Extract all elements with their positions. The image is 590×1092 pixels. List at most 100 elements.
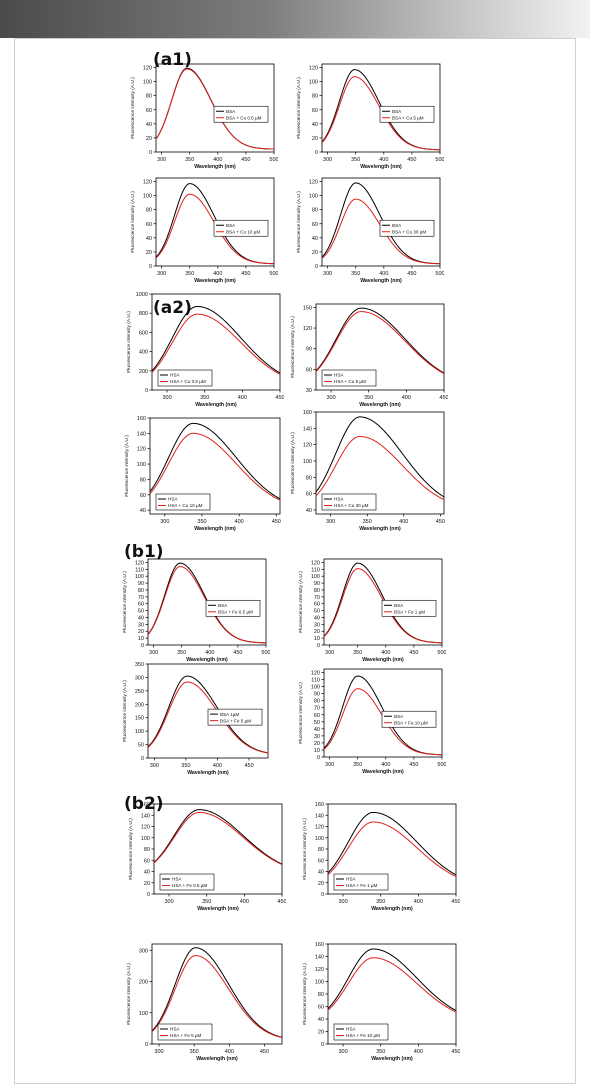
y-tick-label: 60 bbox=[314, 602, 320, 608]
y-tick-label: 150 bbox=[303, 305, 312, 311]
x-tick-label: 300 bbox=[325, 650, 334, 656]
y-tick-label: 50 bbox=[314, 720, 320, 726]
chart-b2-hsa-fe-10: 300 350 400 450 0 20 40 60 80 100 120 140 160 Wavelen… bbox=[302, 942, 460, 1062]
y-tick-label: 110 bbox=[311, 567, 320, 573]
x-tick-label: 500 bbox=[261, 650, 270, 656]
y-tick-label: 140 bbox=[137, 431, 146, 437]
legend-entry: BSA + Cu 30 µM bbox=[392, 229, 426, 234]
x-axis-label: Wavelength (nm) bbox=[194, 278, 236, 284]
y-tick-label: 70 bbox=[314, 595, 320, 601]
y-tick-label: 20 bbox=[314, 629, 320, 635]
x-tick-label: 350 bbox=[363, 519, 372, 525]
y-tick-label: 40 bbox=[138, 615, 144, 621]
y-tick-label: 120 bbox=[143, 66, 152, 72]
x-tick-label: 400 bbox=[238, 395, 247, 401]
legend-entry: HSA + Cu 0.5 µM bbox=[170, 379, 206, 384]
x-tick-label: 350 bbox=[185, 271, 194, 277]
y-tick-label: 100 bbox=[311, 574, 320, 580]
y-tick-label: 600 bbox=[139, 330, 148, 336]
x-tick-label: 400 bbox=[414, 1049, 423, 1055]
y-tick-label: 60 bbox=[306, 492, 312, 498]
x-axis-label: Wavelength (nm) bbox=[187, 770, 229, 776]
x-tick-label: 400 bbox=[402, 395, 411, 401]
y-tick-label: 30 bbox=[314, 734, 320, 740]
x-tick-label: 400 bbox=[399, 519, 408, 525]
legend-entry: BSA + Cu 0.5 µM bbox=[226, 115, 262, 120]
legend-entry: HSA + Cu 10 µM bbox=[168, 503, 203, 508]
x-axis-label: Wavelength (nm) bbox=[360, 278, 402, 284]
y-tick-label: 80 bbox=[140, 477, 146, 483]
chart-a1-bsa-cu-0-5: 300 350 400 450 500 0 20 40 60 80 100 120 Wavelength… bbox=[130, 63, 278, 170]
y-axis-label: Fluorescence intensity (A.U.) bbox=[298, 571, 304, 633]
x-tick-label: 500 bbox=[269, 271, 278, 277]
y-axis-label: Fluorescence intensity (A.U.) bbox=[124, 435, 130, 497]
y-tick-label: 160 bbox=[315, 802, 324, 808]
y-tick-label: 20 bbox=[138, 629, 144, 635]
y-tick-label: 60 bbox=[312, 108, 318, 114]
series-line-hsa bbox=[152, 305, 280, 374]
y-axis-label: Fluorescence intensity (A.U.) bbox=[296, 191, 302, 253]
y-tick-label: 60 bbox=[146, 222, 152, 228]
x-tick-label: 350 bbox=[202, 899, 211, 905]
x-tick-label: 300 bbox=[157, 157, 166, 163]
y-tick-label: 80 bbox=[146, 208, 152, 214]
chart-b1-bsa-fe-10: 300 350 400 450 500 0102030405060708090100110… bbox=[298, 668, 446, 775]
y-tick-label: 40 bbox=[312, 236, 318, 242]
legend-entry: HSA bbox=[346, 877, 356, 882]
chart-b1-bsa-fe-5: 300 350 400 450050100150200250300350Wavelen… bbox=[122, 662, 269, 776]
y-tick-label: 60 bbox=[318, 858, 324, 864]
y-tick-label: 10 bbox=[138, 636, 144, 642]
y-tick-label: 40 bbox=[312, 122, 318, 128]
y-tick-label: 50 bbox=[314, 609, 320, 615]
x-tick-label: 300 bbox=[160, 519, 169, 525]
legend-entry: HSA bbox=[170, 1027, 180, 1032]
legend-entry: HSA + Cu 5 µM bbox=[334, 379, 366, 384]
plot-frame bbox=[155, 63, 275, 153]
y-tick-label: 100 bbox=[141, 836, 150, 842]
chart-b1-bsa-fe-1: 300 350 400 450 500 0102030405060708090100110… bbox=[298, 558, 446, 663]
y-tick-label: 140 bbox=[315, 955, 324, 961]
y-tick-label: 100 bbox=[137, 462, 146, 468]
x-tick-label: 450 bbox=[272, 519, 281, 525]
y-tick-label: 40 bbox=[146, 236, 152, 242]
legend-entry: HSA bbox=[168, 497, 178, 502]
chart-a2-hsa-cu-30: 300 350 400 450 40 60 80 100 120 140 160 Wavelength… bbox=[290, 410, 445, 532]
y-tick-label: 40 bbox=[306, 508, 312, 514]
y-tick-label: 0 bbox=[147, 892, 150, 898]
x-tick-label: 450 bbox=[275, 395, 284, 401]
legend-entry: HSA + Cu 30 µM bbox=[334, 503, 369, 508]
x-tick-label: 300 bbox=[154, 1049, 163, 1055]
x-tick-label: 450 bbox=[277, 899, 286, 905]
y-tick-label: 160 bbox=[315, 942, 324, 948]
y-tick-label: 60 bbox=[318, 1005, 324, 1011]
plot-frame bbox=[147, 663, 269, 759]
legend-entry: HSA bbox=[334, 373, 344, 378]
y-tick-label: 300 bbox=[139, 948, 148, 954]
y-tick-label: 0 bbox=[317, 755, 320, 761]
panel-label-a1: (a1) bbox=[153, 50, 192, 70]
y-tick-label: 20 bbox=[312, 136, 318, 142]
legend-box bbox=[333, 1023, 389, 1041]
y-tick-label: 80 bbox=[306, 475, 312, 481]
x-tick-label: 500 bbox=[435, 157, 444, 163]
y-tick-label: 20 bbox=[318, 881, 324, 887]
legend-box bbox=[205, 599, 261, 617]
y-tick-label: 160 bbox=[137, 416, 146, 422]
chart-b2-hsa-fe-5: 300 350 400 450 0 100 200 300 Wavelength (nm) Flu… bbox=[126, 943, 283, 1062]
y-tick-label: 80 bbox=[144, 847, 150, 853]
y-tick-label: 120 bbox=[143, 180, 152, 186]
y-tick-label: 30 bbox=[306, 388, 312, 394]
y-tick-label: 160 bbox=[303, 410, 312, 416]
x-tick-label: 450 bbox=[244, 763, 253, 769]
x-tick-label: 300 bbox=[164, 899, 173, 905]
legend-box bbox=[213, 105, 269, 123]
y-tick-label: 100 bbox=[135, 574, 144, 580]
legend-box bbox=[213, 219, 269, 237]
y-tick-label: 80 bbox=[312, 208, 318, 214]
x-axis-label: Wavelength (nm) bbox=[186, 657, 228, 663]
y-tick-label: 40 bbox=[144, 870, 150, 876]
series-line-hsa bbox=[154, 809, 282, 865]
legend-entry: HSA + Fe 0.5 µM bbox=[172, 883, 207, 888]
y-tick-label: 250 bbox=[135, 689, 144, 695]
y-tick-label: 90 bbox=[314, 692, 320, 698]
